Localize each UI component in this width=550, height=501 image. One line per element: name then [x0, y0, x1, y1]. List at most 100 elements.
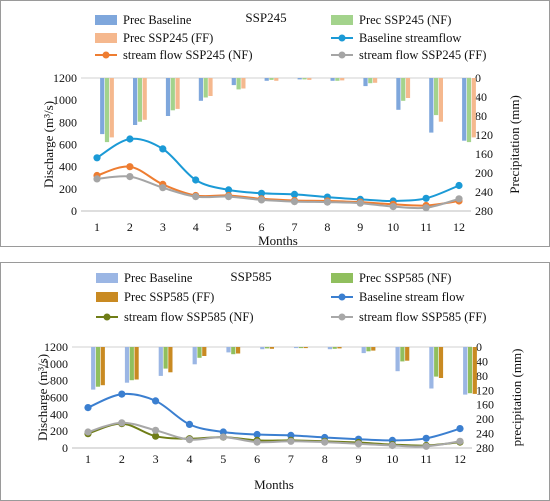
bar-prec-baseline-3: [165, 78, 171, 116]
y2-tick-label: 40: [475, 90, 487, 104]
x-tick-label: 5: [226, 220, 232, 234]
bar-prec-ssp245-nf--5: [236, 78, 241, 90]
x-tick-label: 3: [153, 452, 159, 466]
bar-prec-baseline-9: [363, 78, 368, 87]
point-stream-flow-ssp585-ff--10: [388, 441, 396, 450]
legend-swatch-bar: [331, 273, 353, 283]
point-baseline-streamflow-4: [192, 176, 200, 184]
bar-prec-ssp245-ff--11: [438, 78, 443, 122]
bar-prec-baseline-12: [463, 347, 468, 395]
point-stream-flow-ssp245-ff--12: [455, 195, 463, 203]
point-stream-flow-ssp245-ff--3: [159, 184, 167, 192]
bar-prec-ssp585-nf--11: [434, 347, 439, 377]
bar-prec-baseline-4: [192, 347, 197, 365]
point-stream-flow-ssp585-ff--6: [253, 438, 261, 446]
point-baseline-stream-flow-2: [118, 390, 126, 398]
y-tick-label: 0: [71, 204, 77, 218]
bar-prec-ssp585-nf--4: [197, 347, 202, 358]
bar-prec-ssp585-ff--1: [100, 347, 105, 386]
legend-label: Prec SSP585 (FF): [124, 290, 214, 304]
bar-prec-ssp585-nf--7: [298, 347, 303, 349]
bar-prec-ssp245-nf--3: [170, 78, 175, 111]
bar-prec-baseline-4: [198, 78, 203, 101]
x-tick-label: 8: [322, 452, 328, 466]
legend-swatch-marker: [338, 51, 346, 59]
bar-prec-baseline-5: [226, 347, 231, 353]
y-tick-label: 0: [62, 441, 68, 455]
point-baseline-streamflow-11: [422, 194, 430, 202]
y-tick-label: 600: [59, 138, 77, 152]
bar-prec-ssp245-ff--10: [405, 78, 411, 98]
x-tick-label: 11: [420, 452, 432, 466]
point-stream-flow-ssp245-ff--6: [257, 196, 266, 204]
point-baseline-stream-flow-11: [422, 434, 430, 442]
bar-prec-ssp585-ff--6: [269, 347, 274, 349]
y-tick-label: 1200: [53, 71, 77, 85]
x-tick-label: 10: [386, 452, 398, 466]
bar-prec-baseline-10: [395, 347, 400, 372]
legend-label: stream flow SSP585 (NF): [124, 310, 254, 324]
point-stream-flow-ssp245-ff--5: [225, 193, 233, 201]
legend-swatch-marker: [102, 51, 110, 59]
point-baseline-streamflow-12: [455, 181, 463, 190]
bar-prec-ssp245-nf--2: [137, 78, 142, 122]
x-tick-label: 7: [291, 220, 297, 234]
x-tick-label: 9: [356, 452, 362, 466]
legend-swatch-bar: [96, 292, 118, 302]
bar-prec-baseline-2: [133, 78, 138, 125]
point-baseline-streamflow-3: [159, 145, 167, 153]
legend-label: Prec SSP245 (NF): [359, 13, 451, 27]
bar-prec-baseline-1: [91, 347, 96, 390]
chart-ssp585: SSP585 Prec Baseline Prec SSP585 (NF) Prec …: [35, 269, 524, 492]
y2-axis-label: precipitation (mm): [509, 349, 524, 447]
line-baseline-streamflow: [96, 137, 460, 203]
x-tick-label: 3: [160, 220, 166, 234]
point-stream-flow-ssp245-ff--10: [389, 203, 397, 211]
bar-prec-baseline-3: [158, 347, 163, 376]
bar-prec-ssp245-ff--6: [274, 78, 279, 81]
x-tick-label: 6: [259, 220, 265, 234]
bar-prec-ssp585-ff--7: [303, 347, 308, 349]
point-stream-flow-ssp245-ff--2: [126, 173, 134, 181]
legend-swatch-bar: [331, 15, 353, 25]
y-tick-label: 200: [59, 182, 77, 196]
bar-prec-ssp585-ff--2: [134, 347, 139, 380]
bar-prec-baseline-8: [330, 78, 335, 81]
legend-label: Baseline streamflow: [359, 31, 461, 45]
point-baseline-streamflow-2: [126, 135, 134, 143]
chart-ssp245: SSP245 Prec Baseline Prec SSP245 (NF) Prec …: [41, 10, 522, 246]
bar-prec-ssp245-nf--7: [302, 78, 307, 80]
y-tick-label: 400: [50, 407, 68, 421]
bar-prec-baseline-2: [124, 347, 130, 383]
point-stream-flow-ssp585-ff--5: [219, 433, 227, 441]
point-baseline-streamflow-5: [225, 186, 233, 194]
y2-tick-label: 160: [476, 398, 494, 412]
point-baseline-streamflow-1: [93, 154, 101, 162]
bar-prec-ssp585-ff--4: [202, 347, 207, 356]
x-axis-label: Months: [254, 477, 294, 492]
y-tick-label: 1200: [44, 340, 68, 354]
point-stream-flow-ssp245-ff--9: [356, 199, 364, 207]
point-baseline-stream-flow-1: [84, 404, 92, 412]
bar-prec-ssp245-ff--5: [241, 78, 246, 89]
x-tick-label: 6: [254, 452, 260, 466]
bar-prec-ssp585-nf--9: [366, 347, 371, 352]
bar-prec-baseline-11: [429, 78, 434, 133]
y2-tick-label: 240: [475, 185, 493, 199]
x-tick-label: 10: [387, 220, 399, 234]
bar-prec-ssp585-nf--6: [265, 347, 270, 349]
point-stream-flow-ssp585-ff--2: [118, 419, 126, 427]
chart-title: SSP585: [230, 269, 271, 284]
x-tick-label: 2: [119, 452, 125, 466]
y-tick-label: 1000: [53, 93, 77, 107]
point-baseline-stream-flow-5: [219, 428, 227, 436]
bar-prec-ssp245-ff--4: [208, 78, 213, 96]
x-tick-label: 5: [220, 452, 226, 466]
y-tick-label: 800: [59, 115, 77, 129]
y2-tick-label: 280: [475, 204, 493, 218]
bar-prec-ssp245-nf--12: [466, 78, 472, 143]
y2-tick-label: 40: [476, 354, 488, 368]
bar-prec-ssp585-ff--11: [438, 347, 444, 378]
point-stream-flow-ssp245-nf--2: [126, 163, 134, 171]
point-stream-flow-ssp585-ff--3: [152, 426, 160, 434]
